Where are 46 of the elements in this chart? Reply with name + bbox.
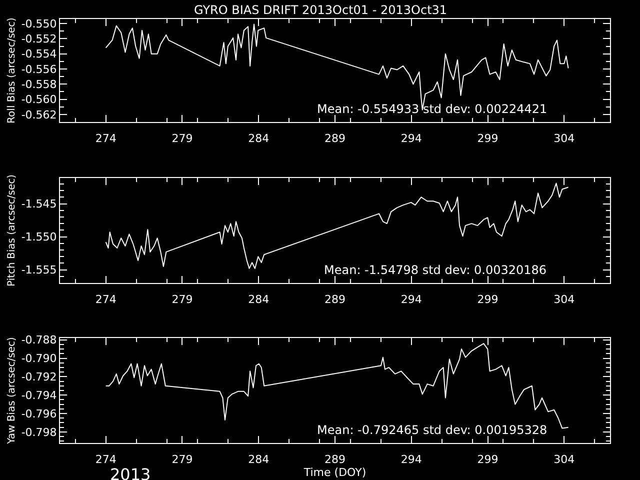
annotation: Mean: -1.54798 std dev: 0.00320186 <box>324 263 547 277</box>
y-tick-label: -1.545 <box>21 198 57 211</box>
chart-title: GYRO BIAS DRIFT 2013Oct01 - 2013Oct31 <box>194 3 448 17</box>
y-axis-title: Yaw Bias (arcsec/sec) <box>6 337 18 445</box>
text: 2013 <box>110 465 151 480</box>
y-tick-label: -0.792 <box>21 370 57 384</box>
y-axis-title: Pitch Bias (arcsec/sec) <box>6 174 18 287</box>
x-tick-label: 304 <box>554 132 575 146</box>
x-tick-label: 284 <box>248 453 270 466</box>
y-tick-label: -1.550 <box>21 230 57 244</box>
y-tick-label: -0.794 <box>21 388 57 402</box>
x-tick-label: 284 <box>248 132 270 146</box>
x-tick-label: 289 <box>324 453 346 466</box>
y-axis-title: Roll Bias (arcsec/sec) <box>6 17 18 124</box>
y-tick-label: -0.788 <box>21 334 57 347</box>
y-tick-label: -0.560 <box>21 93 57 106</box>
x-tick-label: 304 <box>554 293 575 306</box>
x-tick-label: 294 <box>400 453 422 466</box>
x-tick-label: 299 <box>477 453 498 466</box>
x-tick-label: 289 <box>324 293 346 306</box>
annotation: Mean: -0.554933 std dev: 0.00224421 <box>317 102 548 116</box>
x-tick-label: 304 <box>554 453 575 466</box>
y-tick-label: -1.555 <box>21 264 57 277</box>
y-tick-label: -0.798 <box>21 426 57 439</box>
y-tick-label: -0.554 <box>21 48 57 61</box>
x-tick-label: 279 <box>172 453 193 466</box>
y-tick-label: -0.550 <box>21 17 57 30</box>
x-tick-label: 289 <box>324 132 346 146</box>
annotation: Mean: -0.792465 std dev: 0.00195328 <box>317 423 548 437</box>
x-tick-label: 299 <box>477 293 498 306</box>
x-tick-label: 294 <box>400 293 422 306</box>
x-tick-label: 294 <box>400 132 422 146</box>
x-tick-label: 279 <box>172 293 193 306</box>
x-tick-label: 274 <box>95 453 116 466</box>
x-tick-label: 284 <box>248 293 270 306</box>
y-tick-label: -0.556 <box>21 62 57 76</box>
x-tick-label: 274 <box>95 132 116 146</box>
x-tick-label: 274 <box>95 293 116 306</box>
y-tick-label: -0.790 <box>21 352 57 366</box>
x-tick-label: 299 <box>477 132 498 146</box>
x-tick-label: 279 <box>172 132 193 146</box>
x-axis-title: Time (DOY) <box>302 466 366 480</box>
y-tick-label: -0.796 <box>21 407 57 420</box>
y-tick-label: -0.558 <box>21 78 57 91</box>
y-tick-label: -0.552 <box>21 32 57 46</box>
y-tick-label: -0.562 <box>21 108 57 122</box>
